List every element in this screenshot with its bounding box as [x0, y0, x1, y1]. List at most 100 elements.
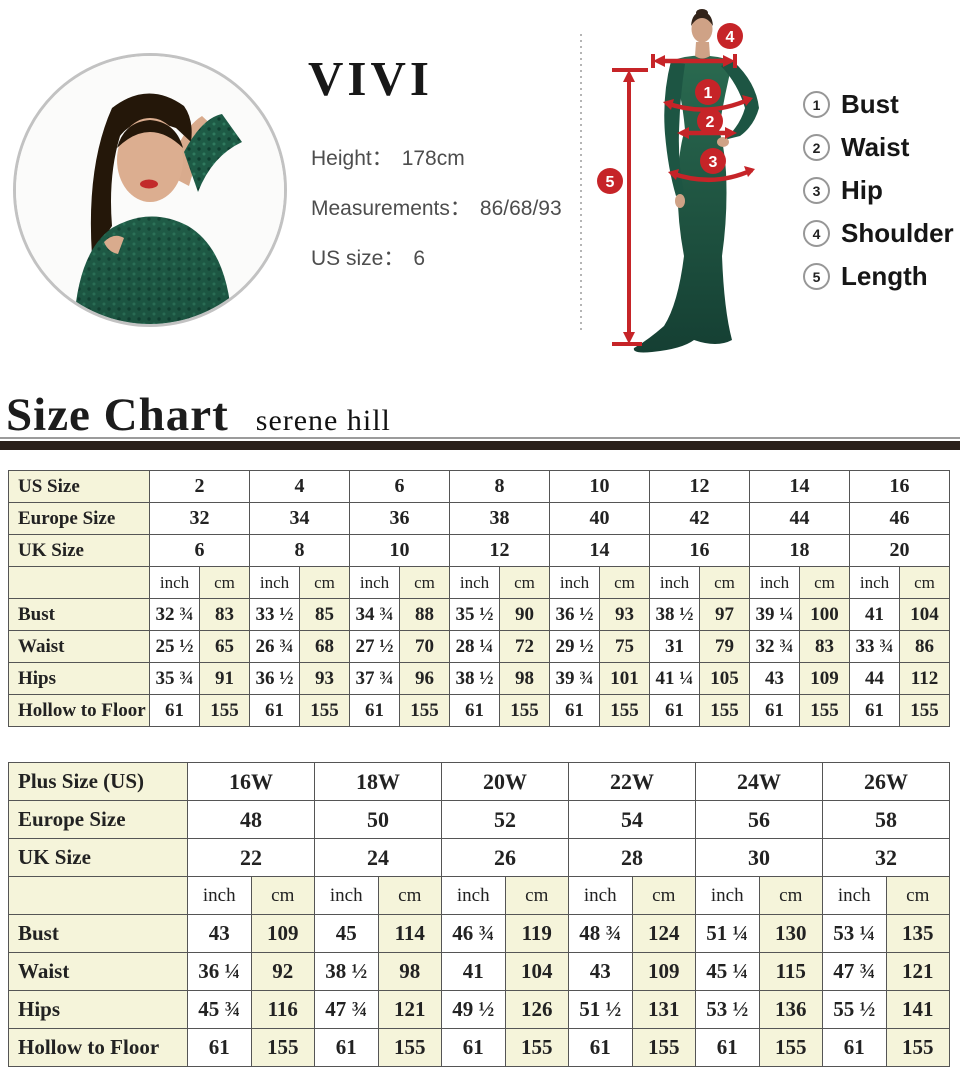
- cm-value-cell: 105: [699, 662, 750, 695]
- inch-value-cell: 38 ½: [449, 662, 500, 695]
- cm-value-cell: 93: [599, 598, 650, 631]
- cm-value-cell: 131: [631, 990, 696, 1029]
- size-value-cell: 32: [822, 838, 950, 877]
- size-chart-title: Size Chart serene hill: [6, 388, 391, 442]
- inch-value-cell: 36 ½: [549, 598, 600, 631]
- height-value: 178cm: [401, 147, 465, 170]
- inch-value-cell: 39 ¼: [749, 598, 800, 631]
- legend-item-waist: 2 Waist: [803, 126, 954, 169]
- size-value-cell: 42: [649, 502, 750, 535]
- height-line: Height： 178cm: [311, 142, 562, 172]
- cm-value-cell: 141: [885, 990, 950, 1029]
- legend-item-shoulder: 4 Shoulder: [803, 212, 954, 255]
- inch-value-cell: 43: [749, 662, 800, 695]
- inch-value-cell: 47 ¾: [314, 990, 379, 1029]
- row-label: Europe Size: [8, 502, 150, 535]
- height-label: Height：: [311, 147, 393, 170]
- inch-unit-cell: inch: [849, 566, 900, 599]
- cm-value-cell: 135: [885, 914, 950, 953]
- inch-unit-cell: inch: [549, 566, 600, 599]
- cm-value-cell: 119: [504, 914, 569, 953]
- size-value-cell: 50: [314, 800, 442, 839]
- size-value-cell: 24: [314, 838, 442, 877]
- cm-value-cell: 97: [699, 598, 750, 631]
- measure-row: Hollow to Floor 61 155 61 155 61 155 61 155 61 155…: [8, 694, 950, 727]
- inch-unit-cell: inch: [249, 566, 300, 599]
- cm-value-cell: 155: [885, 1028, 950, 1067]
- cm-unit-cell: cm: [699, 566, 750, 599]
- inch-value-cell: 61: [549, 694, 600, 727]
- cm-value-cell: 68: [299, 630, 350, 663]
- inch-unit-cell: inch: [822, 876, 887, 915]
- inch-value-cell: 51 ½: [568, 990, 633, 1029]
- cm-value-cell: 93: [299, 662, 350, 695]
- row-label: Hollow to Floor: [8, 694, 150, 727]
- cm-value-cell: 70: [399, 630, 450, 663]
- cm-value-cell: 155: [899, 694, 950, 727]
- cm-unit-cell: cm: [299, 566, 350, 599]
- measure-row: Waist 36 ¼ 92 38 ½ 98 41 104 43 109 45 ¼ 115 47 ¾ 12…: [8, 952, 950, 991]
- regular-size-table: US Size 2 4 6 8 10 12 14 16 Europe Size 32 34 36 38 40…: [8, 470, 950, 727]
- inch-value-cell: 61: [249, 694, 300, 727]
- size-value-cell: 48: [187, 800, 315, 839]
- size-value-cell: 56: [695, 800, 823, 839]
- cm-value-cell: 155: [399, 694, 450, 727]
- size-value-cell: 6: [349, 470, 450, 503]
- row-label: UK Size: [8, 838, 188, 877]
- cm-value-cell: 124: [631, 914, 696, 953]
- cm-value-cell: 121: [377, 990, 442, 1029]
- inch-value-cell: 55 ½: [822, 990, 887, 1029]
- measure-row: Bust 32 ¾ 83 33 ½ 85 34 ¾ 88 35 ½ 90 36 ½ 93 38 ½ 97…: [8, 598, 950, 631]
- inch-value-cell: 61: [568, 1028, 633, 1067]
- inch-value-cell: 37 ¾: [349, 662, 400, 695]
- size-value-cell: 10: [349, 534, 450, 567]
- length-badge-number: 5: [606, 174, 615, 191]
- inch-value-cell: 36 ½: [249, 662, 300, 695]
- cm-unit-cell: cm: [758, 876, 823, 915]
- legend-label: Shoulder: [841, 218, 954, 248]
- empty-corner-cell: [8, 566, 150, 599]
- cm-value-cell: 88: [399, 598, 450, 631]
- circled-number-icon: 4: [803, 220, 830, 247]
- cm-value-cell: 86: [899, 630, 950, 663]
- size-value-cell: 14: [549, 534, 650, 567]
- size-value-cell: 18W: [314, 762, 442, 801]
- cm-value-cell: 96: [399, 662, 450, 695]
- inch-value-cell: 33 ¾: [849, 630, 900, 663]
- inch-value-cell: 61: [314, 1028, 379, 1067]
- size-row: US Size 2 4 6 8 10 12 14 16: [8, 470, 950, 503]
- size-value-cell: 46: [849, 502, 950, 535]
- inch-unit-cell: inch: [187, 876, 252, 915]
- size-row: UK Size 6 8 10 12 14 16 18 20: [8, 534, 950, 567]
- inch-value-cell: 45: [314, 914, 379, 953]
- inch-value-cell: 45 ¼: [695, 952, 760, 991]
- unit-row: inch cm inch cm inch cm inch cm inch cm inch cm inch…: [8, 566, 950, 599]
- size-chart-title-text: Size Chart: [6, 389, 229, 441]
- us-size-label: US size：: [311, 247, 405, 270]
- cm-value-cell: 126: [504, 990, 569, 1029]
- legend-item-bust: 1 Bust: [803, 83, 954, 126]
- measurement-diagram: 1 2 3 4 5: [580, 9, 759, 353]
- inch-value-cell: 61: [649, 694, 700, 727]
- cm-value-cell: 130: [758, 914, 823, 953]
- cm-value-cell: 101: [599, 662, 650, 695]
- measurement-badges: 1 2 3 4 5: [597, 23, 743, 194]
- inch-unit-cell: inch: [749, 566, 800, 599]
- size-value-cell: 38: [449, 502, 550, 535]
- legend-item-hip: 3 Hip: [803, 169, 954, 212]
- cm-unit-cell: cm: [504, 876, 569, 915]
- cm-value-cell: 155: [299, 694, 350, 727]
- inch-value-cell: 41 ¼: [649, 662, 700, 695]
- cm-value-cell: 116: [250, 990, 315, 1029]
- row-label: UK Size: [8, 534, 150, 567]
- cm-value-cell: 155: [758, 1028, 823, 1067]
- measurements-label: Measurements：: [311, 197, 471, 220]
- legend-label: Length: [841, 261, 928, 291]
- row-label: Hips: [8, 990, 188, 1029]
- inch-value-cell: 28 ¼: [449, 630, 500, 663]
- inch-value-cell: 61: [349, 694, 400, 727]
- plus-size-table: Plus Size (US) 16W 18W 20W 22W 24W 26W Europe S…: [8, 762, 950, 1067]
- size-value-cell: 36: [349, 502, 450, 535]
